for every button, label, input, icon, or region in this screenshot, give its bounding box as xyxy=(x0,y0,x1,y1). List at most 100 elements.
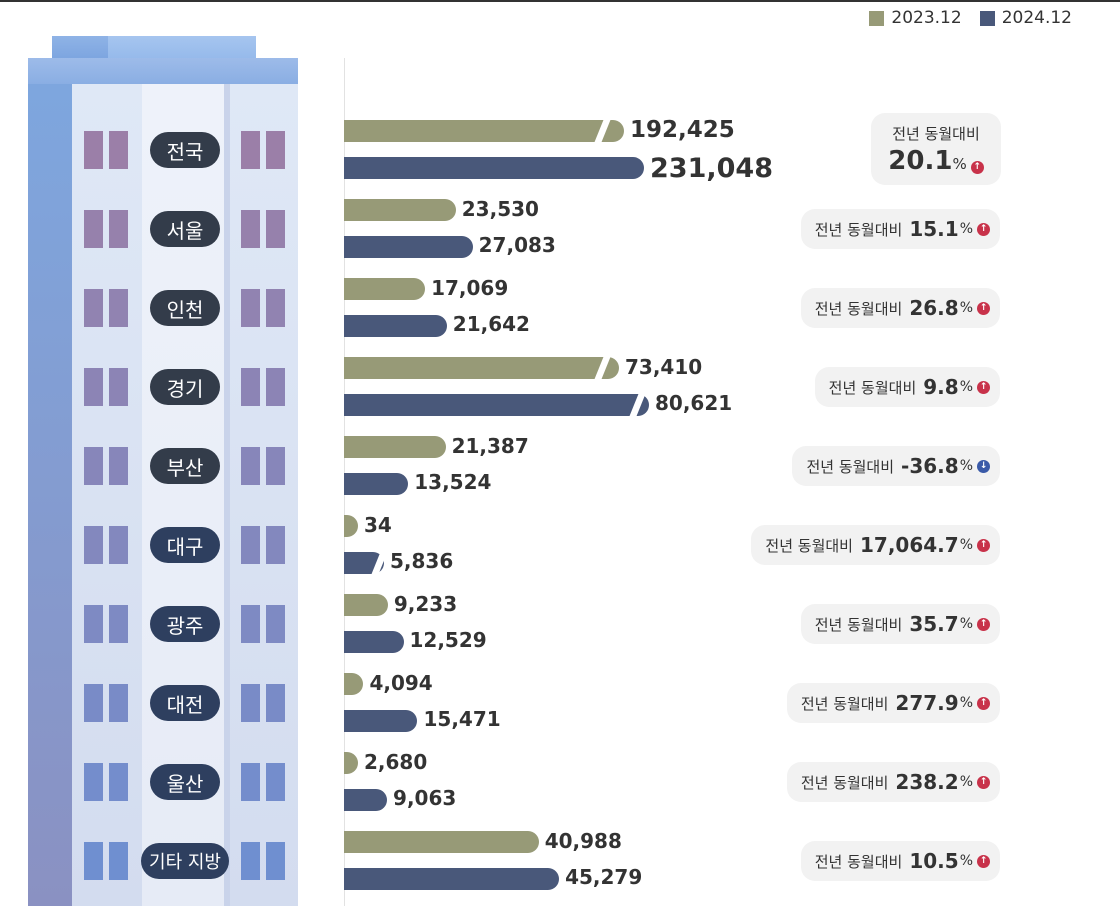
building-window xyxy=(266,684,285,722)
yoy-percent: 20.1 xyxy=(888,146,953,176)
yoy-percent: 15.1 xyxy=(909,217,959,241)
bar-2024 xyxy=(344,157,644,179)
legend: 2023.12 2024.12 xyxy=(869,8,1072,28)
value-label-2024: 13,524 xyxy=(414,470,492,494)
yoy-percent: 35.7 xyxy=(909,612,959,636)
arrow-up-icon: ↑ xyxy=(977,617,990,631)
yoy-label: 전년 동월대비 xyxy=(800,773,889,792)
building-window xyxy=(241,447,260,485)
building-window xyxy=(241,131,260,169)
building-window xyxy=(84,210,103,248)
building-window xyxy=(84,131,103,169)
building-roof-left xyxy=(52,36,108,62)
value-label-2023: 192,425 xyxy=(630,117,735,143)
building-window xyxy=(109,763,128,801)
value-label-2023: 73,410 xyxy=(625,355,703,379)
yoy-badge: 전년 동월대비 277.9% ↑ xyxy=(786,683,1000,723)
building-window xyxy=(241,368,260,406)
value-label-2024: 5,836 xyxy=(390,549,454,573)
value-label-2023: 4,094 xyxy=(369,671,433,695)
yoy-label: 전년 동월대비 xyxy=(765,536,853,555)
building-window xyxy=(109,210,128,248)
yoy-percent: 277.9 xyxy=(895,691,959,715)
arrow-up-icon: ↑ xyxy=(977,222,990,236)
value-label-2023: 9,233 xyxy=(393,592,458,616)
value-label-2024: 80,621 xyxy=(655,391,733,415)
building-window xyxy=(109,684,128,722)
yoy-percent: 10.5 xyxy=(909,849,959,873)
building-window xyxy=(266,763,285,801)
legend-label-2023: 2023.12 xyxy=(891,8,962,28)
yoy-unit: % xyxy=(959,853,973,869)
category-label: 경기 xyxy=(150,369,220,405)
building-roof-ledge xyxy=(28,58,298,84)
yoy-unit: % xyxy=(959,458,973,474)
building-window xyxy=(84,289,103,327)
bar-2023 xyxy=(344,594,388,616)
category-label: 대전 xyxy=(150,685,220,721)
bar-2024 xyxy=(344,631,404,653)
building-window xyxy=(109,131,128,169)
legend-label-2024: 2024.12 xyxy=(1001,8,1072,28)
category-label: 기타 지방 xyxy=(141,843,229,879)
value-label-2023: 40,988 xyxy=(544,829,622,853)
bar-2024 xyxy=(344,710,418,732)
bar-2024 xyxy=(344,868,560,890)
value-label-2023: 2,680 xyxy=(364,750,428,774)
value-label-2024: 45,279 xyxy=(565,865,643,889)
value-label-2024: 15,471 xyxy=(423,707,501,731)
value-label-2024: 21,642 xyxy=(452,312,530,336)
bar-2023 xyxy=(344,120,624,142)
building-window xyxy=(266,368,285,406)
yoy-value-line: 20.1% ↑ xyxy=(871,146,1001,176)
yoy-unit: % xyxy=(959,616,973,632)
legend-swatch-2024 xyxy=(979,10,995,26)
bar-2023 xyxy=(344,357,619,379)
bar-2024 xyxy=(344,315,447,337)
arrow-down-icon: ↓ xyxy=(977,459,990,473)
building-window xyxy=(266,842,285,880)
yoy-percent: 238.2 xyxy=(895,770,959,794)
yoy-label: 전년 동월대비 xyxy=(800,694,889,713)
arrow-up-icon: ↑ xyxy=(977,380,990,394)
building-window xyxy=(109,368,128,406)
yoy-badge: 전년 동월대비 9.8% ↑ xyxy=(814,367,1000,407)
category-label: 인천 xyxy=(150,290,220,326)
building-window xyxy=(109,526,128,564)
building-window xyxy=(241,526,260,564)
arrow-up-icon: ↑ xyxy=(977,538,990,552)
building-window xyxy=(266,605,285,643)
building-window xyxy=(84,447,103,485)
building-column-edge xyxy=(224,84,230,906)
yoy-badge: 전년 동월대비 15.1% ↑ xyxy=(800,209,1000,249)
legend-swatch-2023 xyxy=(869,10,885,26)
yoy-badge: 전년 동월대비 20.1% ↑ xyxy=(871,113,1001,185)
value-label-2023: 21,387 xyxy=(451,434,529,458)
category-label: 울산 xyxy=(150,764,220,800)
yoy-badge: 전년 동월대비 -36.8% ↓ xyxy=(792,446,1000,486)
yoy-percent: 26.8 xyxy=(909,296,959,320)
yoy-unit: % xyxy=(959,300,973,316)
yoy-badge: 전년 동월대비 35.7% ↑ xyxy=(800,604,1000,644)
bar-2024 xyxy=(344,789,388,811)
yoy-label: 전년 동월대비 xyxy=(828,378,917,397)
value-label-2024: 12,529 xyxy=(409,628,487,652)
category-label: 전국 xyxy=(150,132,220,168)
arrow-up-icon: ↑ xyxy=(977,854,990,868)
top-rule xyxy=(0,0,1120,2)
arrow-up-icon: ↑ xyxy=(970,161,984,174)
yoy-unit: % xyxy=(959,221,973,237)
yoy-badge: 전년 동월대비 10.5% ↑ xyxy=(800,841,1000,881)
building-window xyxy=(84,526,103,564)
building-window xyxy=(266,131,285,169)
category-label: 광주 xyxy=(150,606,220,642)
bar-2024 xyxy=(344,394,649,416)
bar-2023 xyxy=(344,278,426,300)
bar-2023 xyxy=(344,752,358,774)
yoy-label: 전년 동월대비 xyxy=(814,615,903,634)
building-window xyxy=(241,763,260,801)
building-window xyxy=(109,605,128,643)
bar-2024 xyxy=(344,473,409,495)
bar-2023 xyxy=(344,831,539,853)
building-window xyxy=(241,210,260,248)
